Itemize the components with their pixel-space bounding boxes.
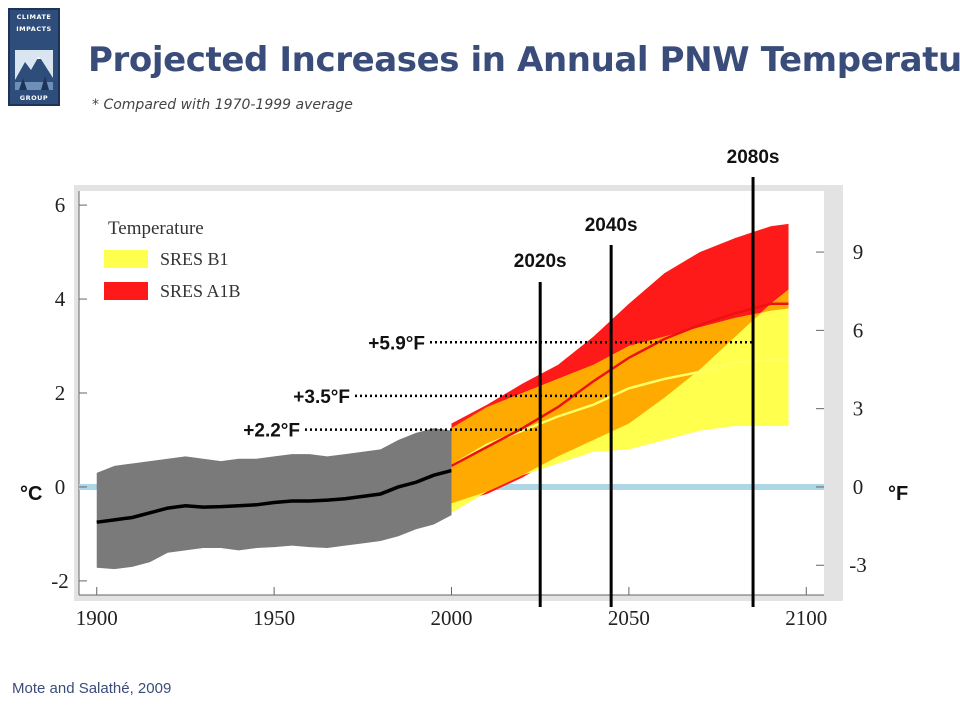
decade-label: 2020s xyxy=(514,251,567,272)
x-tick-label: 1900 xyxy=(76,606,118,630)
y2-tick-label: -3 xyxy=(849,553,867,577)
x-tick-label: 2000 xyxy=(431,606,473,630)
logo-text-climate: CLIMATE xyxy=(16,13,52,21)
y-tick-label: 2 xyxy=(55,381,66,405)
y-tick-label: 6 xyxy=(55,193,66,217)
legend-label-a1b: SRES A1B xyxy=(160,281,241,301)
source-citation: Mote and Salathé, 2009 xyxy=(12,680,172,697)
chart-frame-right xyxy=(829,185,843,601)
legend: Temperature SRES B1 SRES A1B xyxy=(104,218,241,301)
warming-annotation: +3.5°F xyxy=(293,387,350,408)
x-tick-label: 2050 xyxy=(608,606,650,630)
fahrenheit-unit-label: °F xyxy=(888,483,908,505)
y2-tick-label: 0 xyxy=(853,475,864,499)
y-tick-label: 4 xyxy=(55,287,66,311)
page-subtitle: * Compared with 1970-1999 average xyxy=(92,97,353,113)
y2-tick-label: 9 xyxy=(853,240,864,264)
y2-tick-label: 3 xyxy=(853,397,864,421)
x-tick-label: 2100 xyxy=(785,606,827,630)
celsius-unit-label: °C xyxy=(20,483,42,505)
y-tick-label: 0 xyxy=(55,475,66,499)
decade-label: 2080s xyxy=(727,147,780,168)
logo-text-impacts: IMPACTS xyxy=(16,25,52,33)
historical-mean-line xyxy=(96,468,452,524)
logo-mountain-icon xyxy=(15,50,53,90)
a1b-mean-line xyxy=(450,302,789,467)
legend-label-b1: SRES B1 xyxy=(160,249,229,269)
overlap-range-band xyxy=(451,289,789,504)
legend-swatch-a1b xyxy=(104,282,148,300)
x-tick-label: 1950 xyxy=(253,606,295,630)
y2-tick-label: 6 xyxy=(853,318,864,342)
y-tick-label: -2 xyxy=(51,569,69,593)
page-title: Projected Increases in Annual PNW Temper… xyxy=(88,40,960,80)
warming-annotation: +2.2°F xyxy=(243,421,300,442)
logo-text-group: GROUP xyxy=(19,94,49,102)
warming-annotation: +5.9°F xyxy=(368,333,425,354)
historical-range-band xyxy=(96,428,452,570)
legend-title: Temperature xyxy=(108,218,204,239)
legend-swatch-b1 xyxy=(104,250,148,268)
decade-label: 2040s xyxy=(585,215,638,236)
climate-impacts-group-logo: CLIMATE IMPACTS GROUP xyxy=(8,8,60,106)
